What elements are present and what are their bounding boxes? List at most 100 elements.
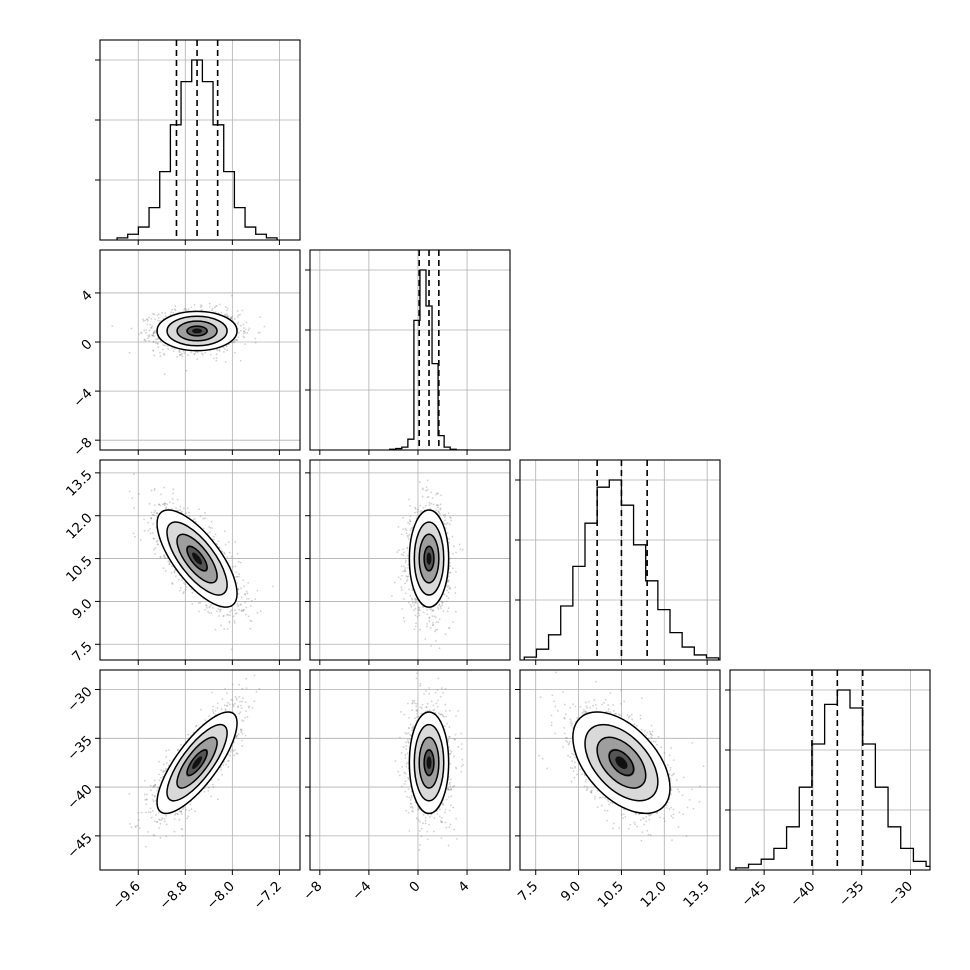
- scatter-point: [446, 610, 449, 613]
- scatter-point: [404, 772, 407, 775]
- scatter-point: [443, 593, 446, 596]
- scatter-point: [159, 351, 161, 354]
- scatter-point: [406, 702, 409, 705]
- scatter-point: [184, 583, 187, 586]
- scatter-point: [430, 491, 433, 494]
- scatter-point: [412, 810, 414, 813]
- scatter-point: [411, 729, 413, 731]
- panel-frame: [309, 459, 511, 661]
- scatter-point: [149, 807, 152, 810]
- scatter-point: [194, 520, 197, 523]
- scatter-point: [551, 694, 554, 697]
- scatter-point: [147, 831, 150, 833]
- scatter-point: [404, 582, 407, 585]
- scatter-point: [205, 604, 207, 607]
- scatter-point: [429, 815, 431, 818]
- scatter-point: [185, 369, 188, 372]
- scatter-point: [445, 523, 448, 525]
- scatter-point: [452, 545, 455, 548]
- scatter-point: [227, 701, 229, 704]
- scatter-point: [130, 826, 133, 829]
- scatter-point: [563, 717, 566, 720]
- scatter-point: [666, 764, 669, 767]
- scatter-point: [220, 768, 223, 771]
- contour-1: [176, 736, 218, 789]
- scatter-point: [242, 330, 245, 333]
- scatter-point: [178, 354, 181, 356]
- scatter-point: [581, 711, 584, 714]
- scatter-point: [165, 507, 167, 510]
- scatter-point: [450, 788, 453, 791]
- scatter-point: [220, 624, 222, 627]
- scatter-point: [428, 687, 431, 689]
- scatter-point: [438, 815, 441, 818]
- scatter-point: [437, 506, 439, 509]
- scatter-point: [406, 578, 409, 581]
- scatter-point: [173, 818, 176, 820]
- scatter-point: [144, 798, 147, 801]
- scatter-point: [446, 722, 449, 725]
- scatter-point: [152, 785, 155, 787]
- scatter-point: [446, 581, 449, 583]
- scatter-point: [426, 609, 428, 611]
- scatter-point: [244, 734, 247, 737]
- scatter-point: [187, 815, 190, 818]
- scatter-point: [446, 580, 449, 583]
- scatter-point: [143, 329, 146, 332]
- scatter-point: [168, 759, 171, 762]
- scatter-point: [452, 755, 455, 758]
- scatter-point: [193, 353, 196, 356]
- scatter-point: [404, 527, 407, 530]
- x-tick-label: −4: [349, 878, 374, 903]
- scatter-point: [229, 610, 232, 613]
- scatter-point: [429, 507, 432, 510]
- scatter-point: [200, 304, 203, 306]
- scatter-point: [603, 701, 606, 704]
- panel-1-0: −8 −4 0 4: [70, 249, 301, 460]
- scatter-point: [550, 721, 553, 724]
- scatter-point: [453, 784, 456, 787]
- scatter-point: [422, 488, 424, 491]
- scatter-point: [183, 352, 186, 354]
- scatter-point: [149, 527, 151, 530]
- scatter-point: [147, 319, 149, 322]
- scatter-point: [623, 808, 626, 811]
- scatter-point: [238, 696, 241, 698]
- scatter-point: [645, 816, 648, 818]
- scatter-point: [155, 821, 158, 823]
- scatter-point: [154, 318, 157, 321]
- scatter-point: [231, 683, 234, 686]
- scatter-point: [181, 808, 184, 811]
- scatter-point: [434, 629, 437, 631]
- scatter-point: [210, 795, 212, 798]
- scatter-point: [609, 801, 612, 804]
- scatter-point: [128, 490, 131, 493]
- scatter-point: [404, 559, 407, 562]
- scatter-point: [226, 307, 229, 310]
- scatter-point: [586, 787, 589, 790]
- scatter-point: [236, 581, 238, 584]
- scatter-point: [572, 770, 575, 773]
- scatter-point: [164, 502, 166, 505]
- scatter-point: [239, 700, 241, 703]
- scatter-point: [216, 610, 218, 613]
- scatter-point: [441, 600, 444, 603]
- scatter-point: [566, 741, 569, 743]
- scatter-point: [234, 541, 237, 543]
- scatter-point: [153, 331, 156, 334]
- scatter-point: [181, 579, 183, 582]
- scatter-point: [255, 690, 258, 693]
- scatter-point: [449, 571, 451, 574]
- scatter-point: [420, 712, 423, 715]
- scatter-point: [415, 709, 418, 712]
- scatter-point: [225, 309, 228, 312]
- scatter-point: [217, 778, 220, 781]
- scatter-point: [394, 760, 397, 762]
- scatter-point: [396, 551, 399, 554]
- scatter-point: [428, 504, 431, 507]
- scatter-point: [629, 823, 632, 826]
- scatter-point: [155, 512, 158, 515]
- scatter-point: [588, 700, 590, 703]
- panel-0-0: [95, 39, 301, 245]
- scatter-point: [220, 708, 223, 711]
